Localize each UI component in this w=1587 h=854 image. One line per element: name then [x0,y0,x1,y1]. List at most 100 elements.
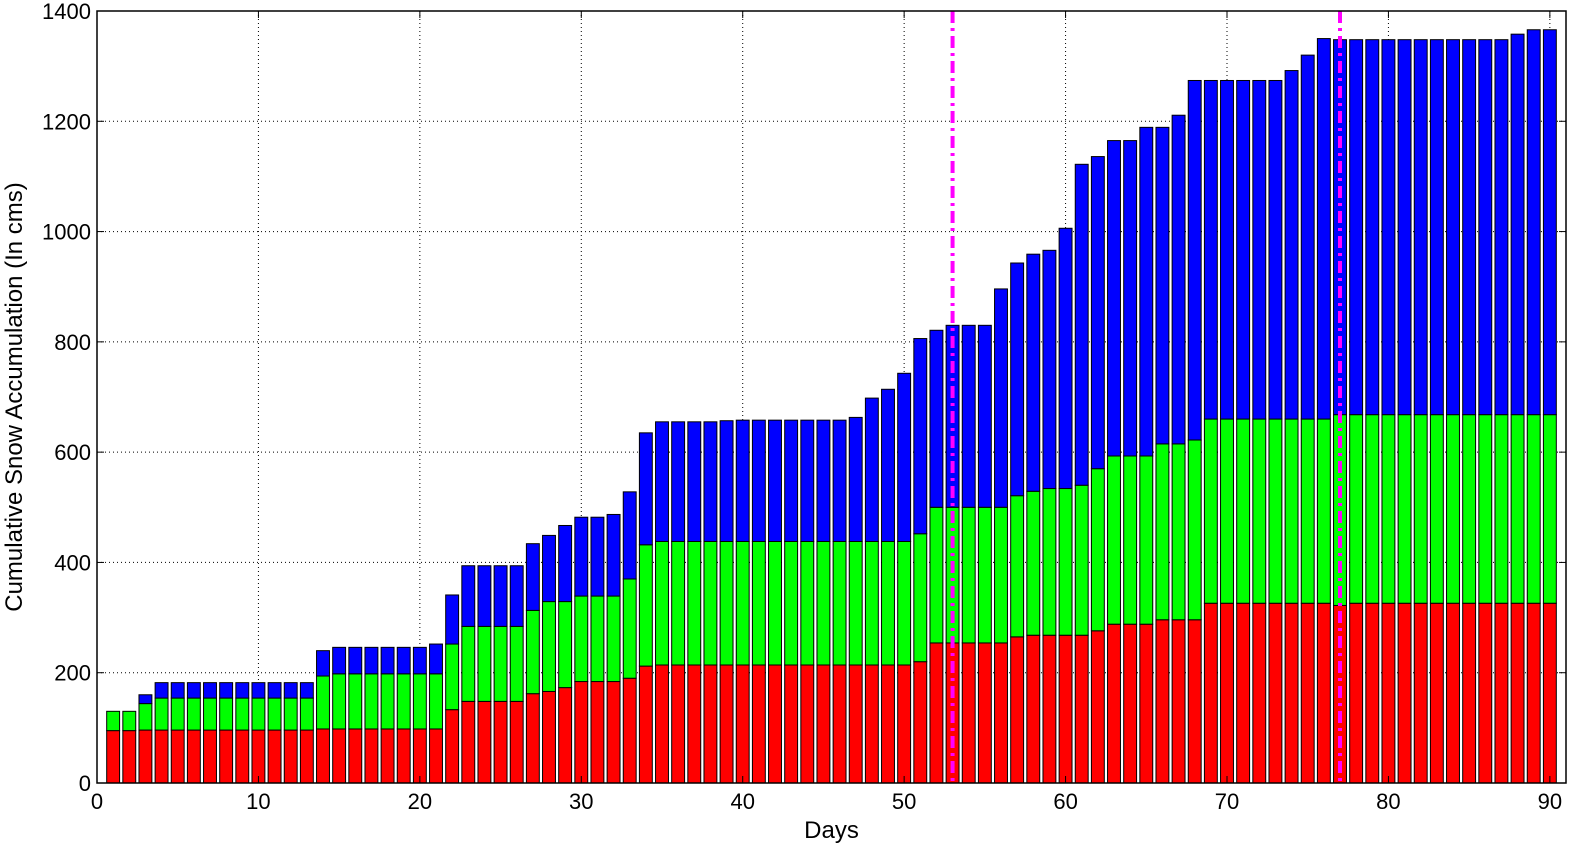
bar-segment-series-1 [267,729,282,784]
bar-segment-series-2 [848,540,863,666]
bar-segment-series-1 [1107,623,1121,784]
bar-segment-series-1 [590,681,605,784]
bar-segment-series-3 [1316,38,1331,420]
bar-segment-series-1 [1187,619,1202,784]
bar-segment-series-1 [138,729,153,784]
bar-segment-series-1 [816,664,831,784]
bar-segment-series-2 [655,540,669,666]
bar-segment-series-3 [897,372,912,542]
bar-segment-series-1 [1203,602,1218,784]
bar-segment-series-3 [590,516,605,597]
x-tick-label: 30 [569,789,593,814]
bar-segment-series-3 [1187,79,1202,441]
bar-segment-series-3 [332,646,347,675]
bar-segment-series-1 [1058,634,1073,784]
bar-segment-series-3 [154,682,169,699]
x-tick-label: 10 [246,789,270,814]
bar-segment-series-1 [929,642,944,784]
bar-segment-series-2 [477,625,492,702]
x-tick-label: 70 [1215,789,1239,814]
bar-segment-series-1 [364,728,379,784]
bar-segment-series-2 [1107,455,1121,625]
bar-segment-series-3 [138,694,153,705]
bar-segment-series-3 [929,329,944,508]
bar-segment-series-1 [1123,623,1138,784]
y-axis-title: Cumulative Snow Accumulation (In cms) [1,182,28,612]
bar-segment-series-1 [170,729,185,784]
bar-segment-series-1 [606,681,621,784]
bar-segment-series-2 [1478,414,1493,604]
bar-segment-series-2 [881,540,895,666]
bar-segment-series-2 [977,506,992,644]
bar-segment-series-3 [1026,253,1041,492]
bar-segment-series-2 [622,578,637,679]
bar-segment-series-1 [186,729,201,784]
bar-segment-series-3 [1107,140,1121,457]
bar-segment-series-3 [219,682,234,699]
plot-frame [96,10,1567,784]
bar-segment-series-2 [1155,443,1170,621]
bar-segment-series-1 [1090,630,1105,784]
bar-segment-series-3 [1397,39,1412,416]
bar-segment-series-3 [235,682,250,699]
bar-segment-series-1 [1413,602,1428,784]
bar-segment-series-1 [1381,602,1396,784]
bar-segment-series-2 [1268,418,1283,604]
bar-segment-series-3 [412,646,427,675]
bar-segment-series-2 [1058,488,1073,636]
bar-segment-series-2 [994,506,1008,644]
bar-segment-series-3 [445,594,460,645]
y-tick-label: 400 [54,550,91,575]
bar-segment-series-3 [719,420,734,542]
bar-segment-series-2 [364,673,379,730]
bar-segment-series-2 [1349,414,1364,604]
bar-segment-series-1 [1397,602,1412,784]
bar-segment-series-1 [719,664,734,784]
bar-segment-series-2 [138,703,153,731]
bar-segment-series-1 [961,642,976,784]
bar-segment-series-1 [1478,602,1493,784]
y-tick-label: 0 [79,771,91,796]
bar-segment-series-1 [1349,602,1364,784]
x-tick-label: 40 [730,789,754,814]
bar-segment-series-2 [1316,418,1331,604]
bar-segment-series-2 [493,625,508,702]
bar-segment-series-2 [525,609,540,695]
bar-segment-series-3 [703,421,718,542]
bar-segment-series-3 [299,682,314,699]
bar-segment-series-2 [1494,414,1509,604]
bar-segment-series-3 [1123,140,1138,457]
bar-segment-series-2 [703,540,718,666]
bar-segment-series-1 [638,665,653,784]
bar-segment-series-3 [542,534,556,603]
bar-segment-series-2 [1446,414,1460,604]
bar-segment-series-1 [913,661,928,784]
bar-segment-series-3 [348,646,363,675]
bar-segment-series-1 [477,700,492,784]
bar-segment-series-2 [170,697,185,731]
bar-segment-series-2 [913,533,928,663]
bar-segment-series-3 [1042,249,1057,490]
bar-segment-series-1 [735,664,750,784]
bar-segment-series-1 [332,728,347,784]
bar-segment-series-3 [1252,79,1267,420]
bar-segment-series-2 [122,710,137,732]
bar-segment-series-2 [1413,414,1428,604]
bar-segment-series-3 [1478,39,1493,416]
bar-segment-series-2 [1381,414,1396,604]
y-tick-label: 800 [54,330,91,355]
bar-segment-series-2 [299,697,314,731]
bar-segment-series-1 [881,664,895,784]
bar-segment-series-3 [1381,39,1396,416]
bar-segment-series-3 [396,646,411,675]
bar-segment-series-1 [1284,602,1299,784]
bar-segment-series-2 [1236,418,1251,604]
bar-segment-series-3 [1058,227,1073,490]
bar-segment-series-2 [1010,495,1025,638]
bar-segment-series-2 [687,540,702,666]
bar-segment-series-3 [1203,79,1218,420]
bar-segment-series-3 [267,682,282,699]
bar-segment-series-3 [251,682,266,699]
bar-segment-series-3 [1365,39,1380,416]
bar-segment-series-3 [1139,126,1154,457]
